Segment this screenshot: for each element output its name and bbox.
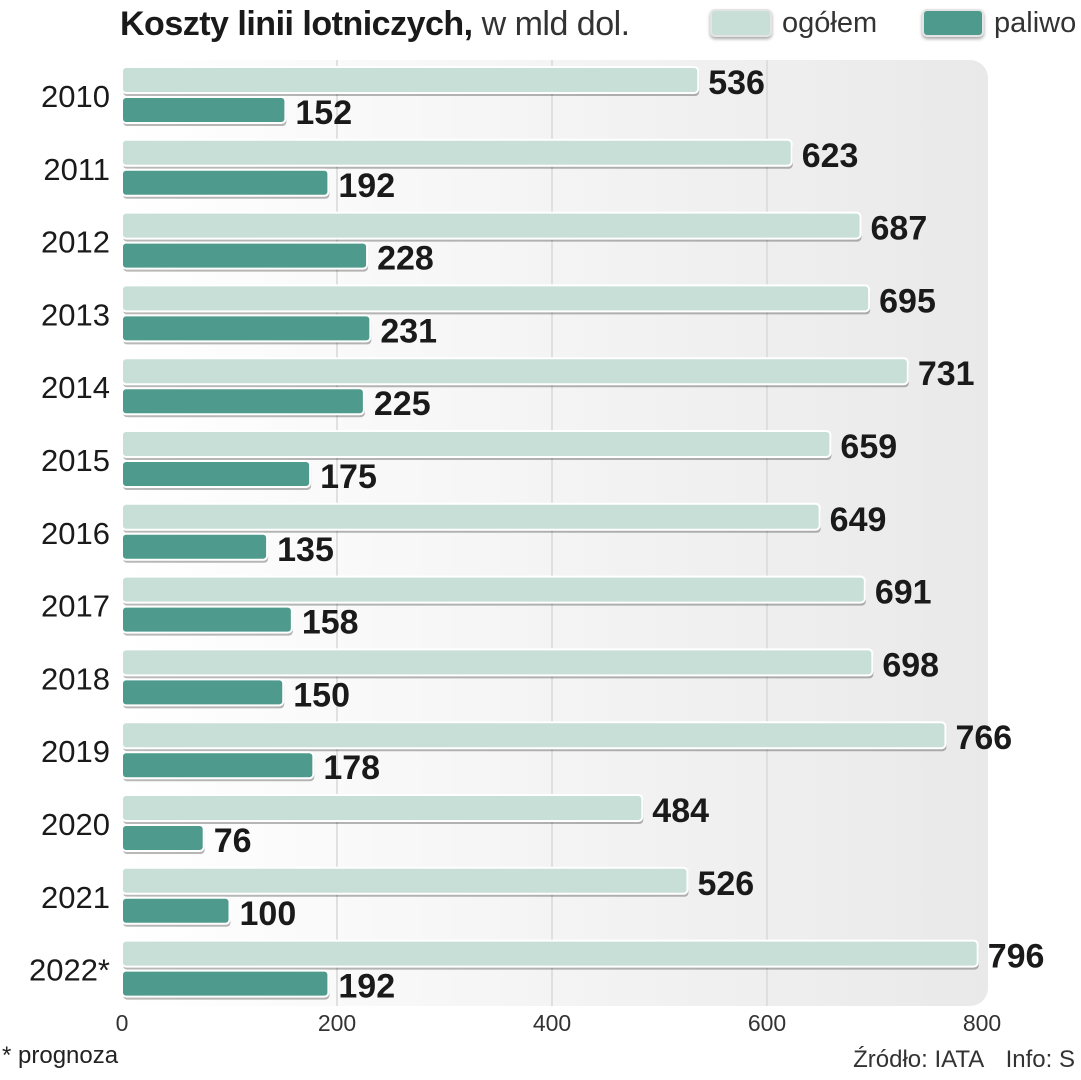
- value-label-fuel: 135: [277, 531, 334, 569]
- bar-fuel: [121, 824, 205, 852]
- value-label-total: 687: [871, 210, 928, 248]
- bar-fuel: [121, 168, 330, 197]
- bar-fuel: [121, 896, 231, 925]
- legend-label-total: ogółem: [782, 6, 878, 39]
- value-label-fuel: 231: [380, 312, 437, 350]
- bar-total: [121, 866, 689, 895]
- bar-fuel: [121, 387, 365, 416]
- value-label-fuel: 228: [377, 240, 434, 278]
- value-label-fuel: 225: [374, 385, 431, 423]
- value-label-total: 649: [830, 501, 887, 539]
- value-label-fuel: 100: [240, 895, 297, 933]
- category-label: 2021: [41, 880, 110, 915]
- value-label-total: 766: [955, 719, 1012, 757]
- value-label-total: 796: [988, 938, 1045, 976]
- value-label-fuel: 76: [214, 822, 252, 860]
- bar-fuel: [121, 969, 330, 998]
- bar-fuel: [121, 751, 315, 780]
- bar-fuel: [121, 460, 312, 488]
- bar-total: [121, 502, 821, 531]
- footnote: * prognoza: [2, 1042, 119, 1069]
- bar-total: [121, 138, 793, 167]
- x-tick-label: 600: [748, 1010, 786, 1036]
- x-tick-label: 200: [318, 1010, 356, 1036]
- value-label-total: 695: [879, 282, 936, 320]
- category-label: 2015: [41, 443, 110, 478]
- chart-title-main: Koszty linii lotniczych,: [120, 5, 473, 43]
- category-label: 2017: [41, 589, 110, 624]
- info-text: Info: S: [1005, 1046, 1075, 1073]
- value-label-total: 623: [802, 137, 859, 175]
- value-label-fuel: 175: [320, 458, 377, 496]
- value-label-fuel: 158: [302, 604, 359, 642]
- legend-swatch-fuel: [922, 9, 984, 37]
- bar-fuel: [121, 532, 269, 561]
- value-label-fuel: 192: [338, 167, 395, 205]
- x-tick-label: 800: [963, 1010, 1001, 1036]
- category-label: 2010: [41, 79, 110, 114]
- bar-total: [121, 575, 866, 604]
- source-text: Źródło: IATA: [853, 1046, 983, 1073]
- bar-total: [121, 66, 700, 94]
- value-label-total: 526: [697, 865, 754, 903]
- value-label-fuel: 150: [293, 676, 350, 714]
- value-label-fuel: 192: [338, 968, 395, 1006]
- legend-item-fuel: paliwo: [922, 6, 1076, 40]
- bar-fuel: [121, 678, 285, 707]
- x-tick-label: 400: [533, 1010, 571, 1036]
- legend-item-total: ogółem: [710, 6, 877, 40]
- category-label: 2020: [41, 807, 110, 842]
- bar-total: [121, 430, 832, 458]
- category-label: 2022*: [29, 953, 110, 988]
- category-label: 2019: [41, 734, 110, 769]
- bar-total: [121, 211, 862, 240]
- legend-label-fuel: paliwo: [994, 6, 1077, 39]
- value-label-fuel: 152: [295, 94, 352, 132]
- value-label-total: 536: [708, 64, 765, 102]
- category-label: 2011: [43, 152, 110, 187]
- value-label-total: 659: [840, 428, 897, 466]
- value-label-total: 484: [652, 792, 709, 830]
- value-label-total: 731: [918, 355, 975, 393]
- bar-fuel: [121, 96, 287, 124]
- value-label-fuel: 178: [323, 749, 380, 787]
- bar-fuel: [121, 241, 369, 270]
- bar-total: [121, 939, 979, 968]
- chart-title-unit: w mld dol.: [481, 5, 631, 43]
- value-label-total: 698: [882, 646, 939, 684]
- bar-fuel: [121, 314, 372, 343]
- category-label: 2014: [41, 370, 110, 405]
- category-label: 2018: [41, 661, 110, 696]
- bar-total: [121, 284, 871, 313]
- bar-total: [121, 357, 909, 386]
- bar-fuel: [121, 605, 293, 634]
- source-credit: Źródło: IATA Info: S: [853, 1046, 1075, 1074]
- bar-total: [121, 794, 644, 822]
- chart-title: Koszty linii lotniczych, w mld dol.: [120, 2, 630, 46]
- x-tick-label: 0: [116, 1010, 129, 1036]
- category-label: 2012: [41, 225, 110, 260]
- legend-swatch-total: [710, 9, 772, 37]
- bar-total: [121, 721, 947, 750]
- category-label: 2013: [41, 297, 110, 332]
- value-label-total: 691: [875, 574, 932, 612]
- category-label: 2016: [41, 516, 110, 551]
- bar-total: [121, 648, 874, 677]
